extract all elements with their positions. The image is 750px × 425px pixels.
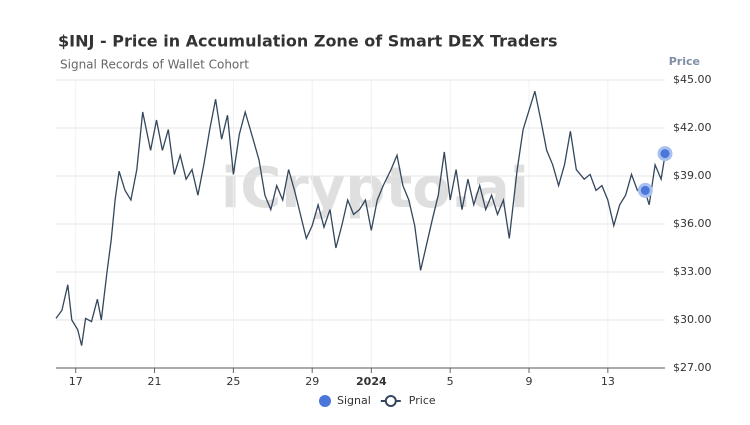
y-tick-label: $30.00 — [673, 313, 712, 326]
chart-subtitle: Signal Records of Wallet Cohort — [60, 58, 249, 72]
price-line — [55, 91, 666, 346]
legend-label: Signal — [337, 394, 371, 407]
y-axis-title: Price — [669, 55, 700, 68]
x-tick-label: 2024 — [356, 375, 387, 388]
x-tick-label: 21 — [148, 375, 162, 388]
y-tick-label: $45.00 — [673, 73, 712, 86]
y-tick-label: $36.00 — [673, 217, 712, 230]
legend-marker — [319, 395, 331, 407]
grid — [56, 79, 665, 369]
y-tick-label: $27.00 — [673, 361, 712, 374]
x-tick-label: 17 — [69, 375, 83, 388]
legend-marker — [384, 395, 397, 407]
y-tick-label: $42.00 — [673, 121, 712, 134]
x-tick-label: 5 — [447, 375, 454, 388]
signal-point — [657, 146, 673, 162]
signal-point — [637, 182, 653, 198]
chart-title: $INJ - Price in Accumulation Zone of Sma… — [58, 32, 558, 51]
x-tick-label: 9 — [526, 375, 533, 388]
x-tick-label: 29 — [305, 375, 319, 388]
y-tick-label: $39.00 — [673, 169, 712, 182]
x-tick-label: 25 — [226, 375, 240, 388]
y-tick-label: $33.00 — [673, 265, 712, 278]
x-tick-label: 13 — [601, 375, 615, 388]
legend-label: Price — [409, 394, 436, 407]
